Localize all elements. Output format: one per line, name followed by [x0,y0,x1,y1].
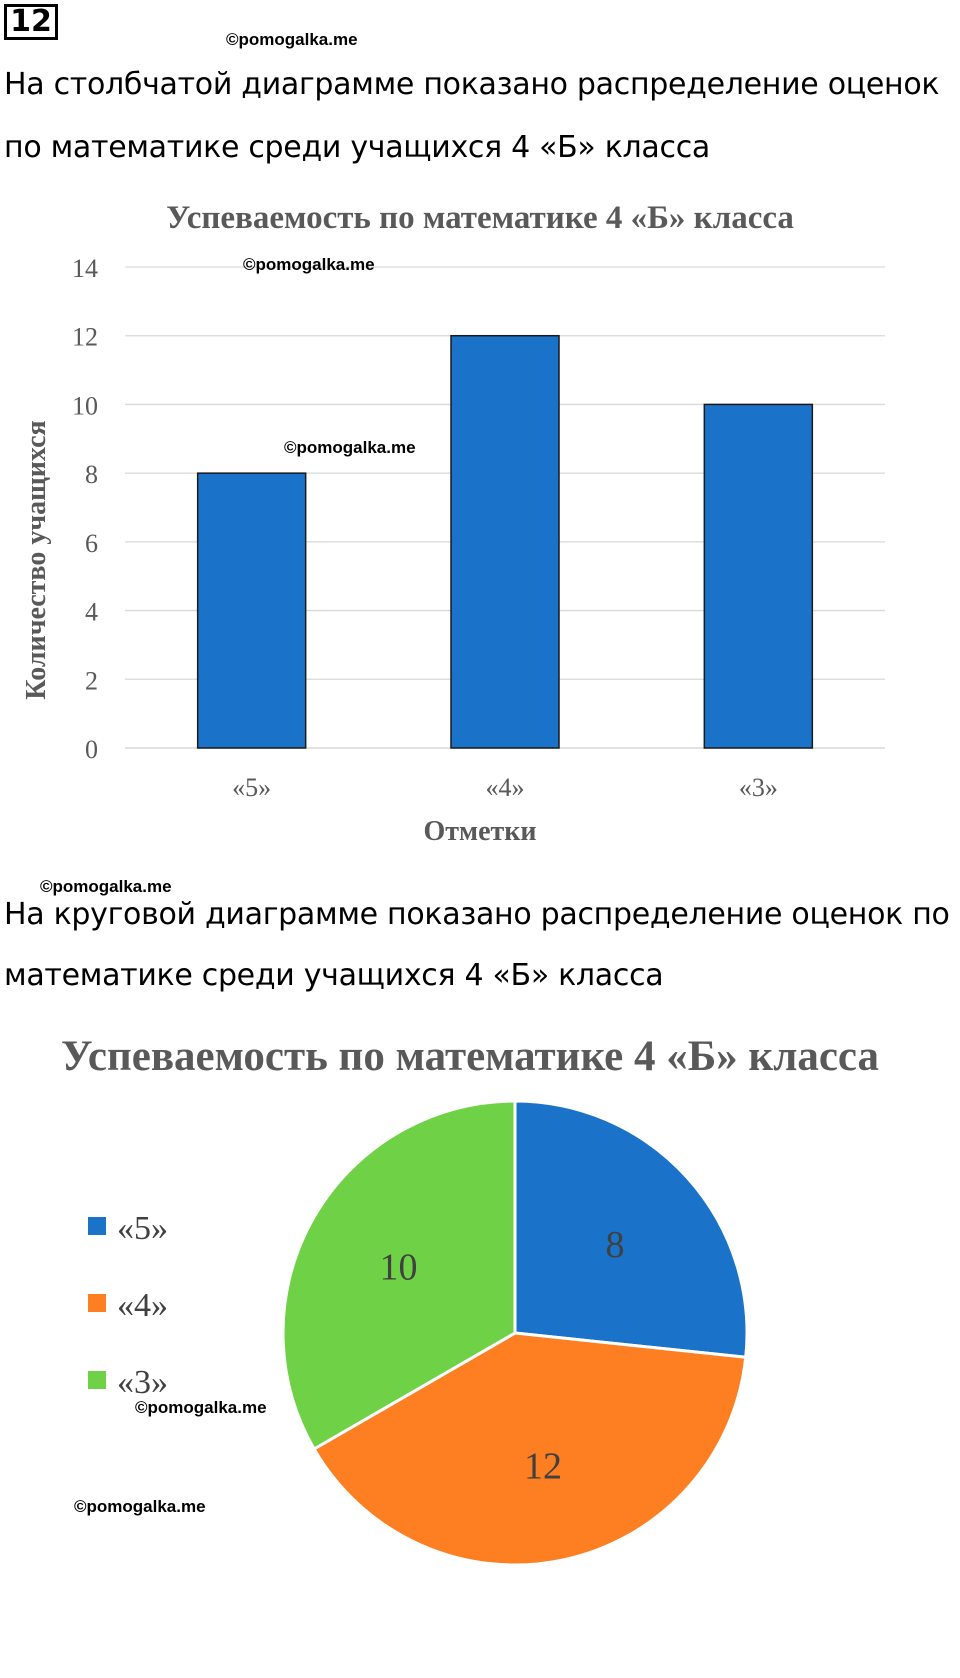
bar-chart: Успеваемость по математике 4 «Б» класса … [21,200,885,847]
bar [450,334,560,749]
pie-chart-title: Успеваемость по математике 4 «Б» класса [61,1033,879,1080]
y-tick-label: 2 [85,666,98,695]
pie-chart-data-labels: 8 12 10 [379,1224,624,1488]
x-tick-label: «5» [232,773,271,802]
y-tick-label: 8 [85,460,98,489]
bar-chart-x-ticks: «5» «4» «3» [232,773,778,802]
watermark: ©pomogalka.me [135,1398,267,1417]
pie-slice [513,1099,749,1359]
legend-swatch [88,1371,106,1389]
y-tick-label: 0 [85,735,98,764]
pie-data-label: 8 [605,1224,624,1266]
bar-chart-title: Успеваемость по математике 4 «Б» класса [166,200,794,236]
y-tick-label: 14 [72,254,98,283]
watermark: ©pomogalka.me [284,438,416,457]
watermark: ©pomogalka.me [226,30,358,49]
bar-chart-x-axis-label: Отметки [423,816,536,847]
paragraph2-line2: математике среди учащихся 4 «Б» класса [4,958,664,993]
pie-slice [312,1331,748,1567]
x-tick-label: «3» [739,773,778,802]
pie-chart-legend: «5» «4» «3» [88,1210,168,1401]
y-tick-label: 10 [72,391,98,420]
legend-label: «3» [117,1364,168,1401]
legend-label: «4» [117,1287,168,1324]
watermark: ©pomogalka.me [40,877,172,896]
legend-swatch [88,1217,106,1235]
pie-chart: Успеваемость по математике 4 «Б» класса … [61,1033,879,1567]
pie-data-label: 10 [379,1247,417,1289]
bar [703,403,814,749]
bar-chart-y-axis-label: Количество учащихся [21,420,52,699]
pie-chart-slices [281,1099,749,1567]
paragraph1-line1: На столбчатой диаграмме показано распред… [4,67,940,102]
bar [196,472,307,749]
y-tick-label: 12 [72,323,98,352]
pie-data-label: 12 [524,1446,562,1488]
bar-chart-bars [196,334,814,749]
y-tick-label: 6 [85,529,98,558]
watermark: ©pomogalka.me [74,1497,206,1516]
pie-slice [281,1099,517,1452]
x-tick-label: «4» [486,773,525,802]
bar-chart-y-ticks: 0 2 4 6 8 10 12 14 [72,254,98,764]
legend-label: «5» [117,1210,168,1247]
problem-number: 12 [4,4,58,40]
legend-swatch [88,1294,106,1312]
watermark: ©pomogalka.me [243,255,375,274]
paragraph2-line1: На круговой диаграмме показано распредел… [4,897,950,932]
paragraph1-line2: по математике среди учащихся 4 «Б» класс… [4,130,710,165]
y-tick-label: 4 [85,598,98,627]
